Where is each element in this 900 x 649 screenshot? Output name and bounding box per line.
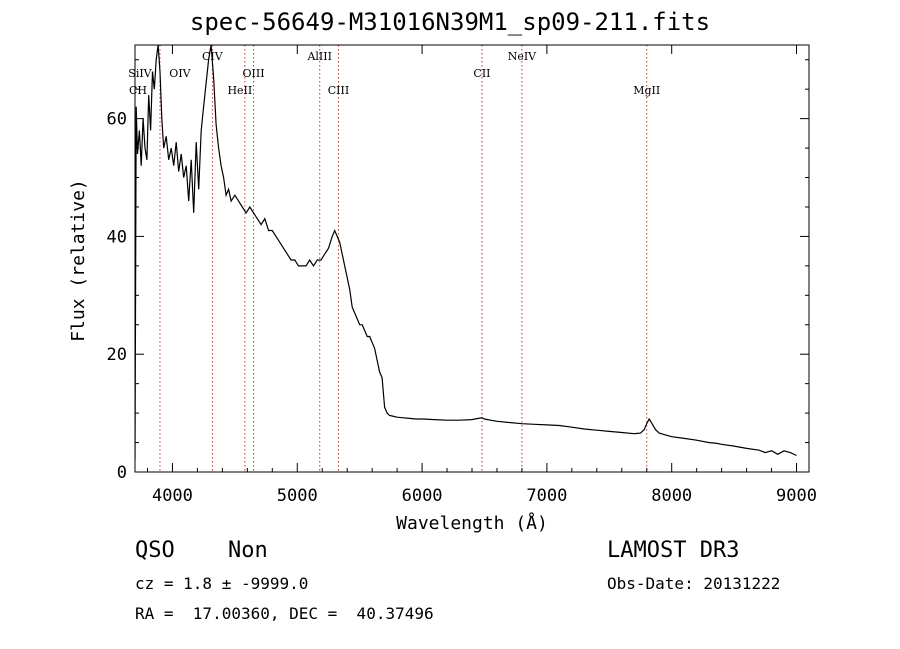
x-tick-label: 4000 xyxy=(152,486,193,506)
line-label: NeIV xyxy=(508,50,537,63)
x-axis-ticks: 4000 5000 6000 7000 8000 9000 xyxy=(146,45,817,506)
coordinates-text: RA = 17.00360, DEC = 40.37496 xyxy=(135,604,434,623)
line-label: CH xyxy=(129,84,147,97)
line-label: OIII xyxy=(243,67,265,80)
y-tick-label: 20 xyxy=(107,345,127,365)
survey-name: LAMOST DR3 xyxy=(607,538,740,563)
y-axis-ticks: 0 20 40 60 xyxy=(107,59,809,483)
line-label: MgII xyxy=(633,84,660,97)
line-label: HeII xyxy=(227,84,252,97)
emission-line-labels: SiIV OIV CH CIV OIII HeII AlIII CIII CII NeIV MgII xyxy=(128,50,660,97)
object-subclass: Non xyxy=(228,538,268,563)
redshift-text: cz = 1.8 ± -9999.0 xyxy=(135,574,309,593)
plot-frame xyxy=(134,44,810,473)
line-label: SiIV xyxy=(128,67,152,80)
chart-title: spec-56649-M31016N39M1_sp09-211.fits xyxy=(189,8,711,36)
emission-line-markers xyxy=(159,45,648,472)
line-label: CII xyxy=(473,67,490,80)
x-tick-label: 9000 xyxy=(776,486,817,506)
x-tick-label: 7000 xyxy=(526,486,567,506)
line-label: CIV xyxy=(202,50,224,63)
line-label: AlIII xyxy=(306,50,332,63)
spectrum-series xyxy=(135,45,797,461)
y-tick-label: 60 xyxy=(107,110,127,130)
obs-date: Obs-Date: 20131222 xyxy=(607,574,781,593)
line-label: CIII xyxy=(328,84,349,97)
x-axis-label: Wavelength (Å) xyxy=(396,512,548,534)
spectrum-line xyxy=(135,45,797,461)
object-class: QSO xyxy=(135,538,175,563)
y-axis-label: Flux (relative) xyxy=(68,179,89,342)
y-tick-label: 0 xyxy=(117,463,127,483)
x-tick-label: 5000 xyxy=(277,486,318,506)
y-tick-label: 40 xyxy=(107,227,127,247)
x-tick-label: 8000 xyxy=(651,486,692,506)
line-label: OIV xyxy=(169,67,191,80)
x-tick-label: 6000 xyxy=(402,486,443,506)
